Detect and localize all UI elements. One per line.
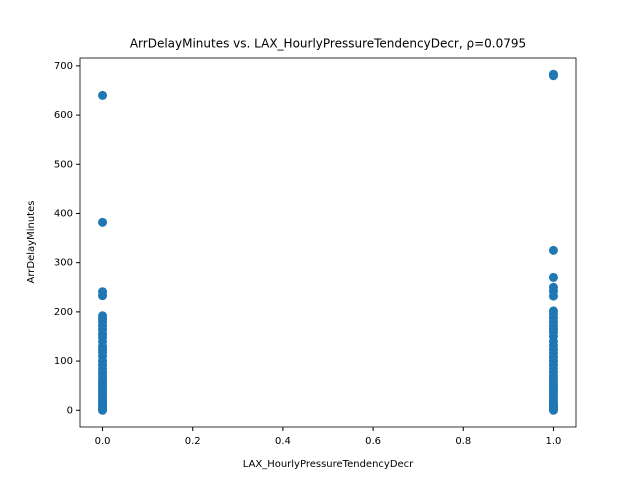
point: [548, 291, 558, 301]
point: [548, 400, 558, 410]
x-tick-label: 0.4: [275, 436, 291, 447]
y-axis-label: ArrDelayMinutes: [26, 201, 37, 284]
y-tick-label: 100: [54, 356, 73, 367]
x-tick-label: 0.2: [185, 436, 201, 447]
x-tick-label: 0.6: [365, 436, 381, 447]
y-tick-label: 300: [54, 258, 73, 269]
x-tick-label: 0.0: [95, 436, 111, 447]
point: [548, 71, 558, 81]
chart-title: ArrDelayMinutes vs. LAX_HourlyPressureTe…: [130, 37, 526, 51]
y-tick-label: 200: [54, 307, 73, 318]
y-tick-label: 0: [67, 405, 73, 416]
y-tick-label: 400: [54, 208, 73, 219]
point: [548, 245, 558, 255]
point: [548, 272, 558, 282]
y-tick-label: 600: [54, 110, 73, 121]
x-tick-label: 1.0: [546, 436, 562, 447]
point: [98, 405, 108, 415]
y-tick-label: 500: [54, 159, 73, 170]
point: [98, 291, 108, 301]
point: [98, 217, 108, 227]
plot-frame: [79, 57, 577, 428]
x-tick-label: 0.8: [455, 436, 471, 447]
x-axis-label: LAX_HourlyPressureTendencyDecr: [243, 459, 414, 470]
point: [98, 90, 108, 100]
y-tick-label: 700: [54, 61, 73, 72]
